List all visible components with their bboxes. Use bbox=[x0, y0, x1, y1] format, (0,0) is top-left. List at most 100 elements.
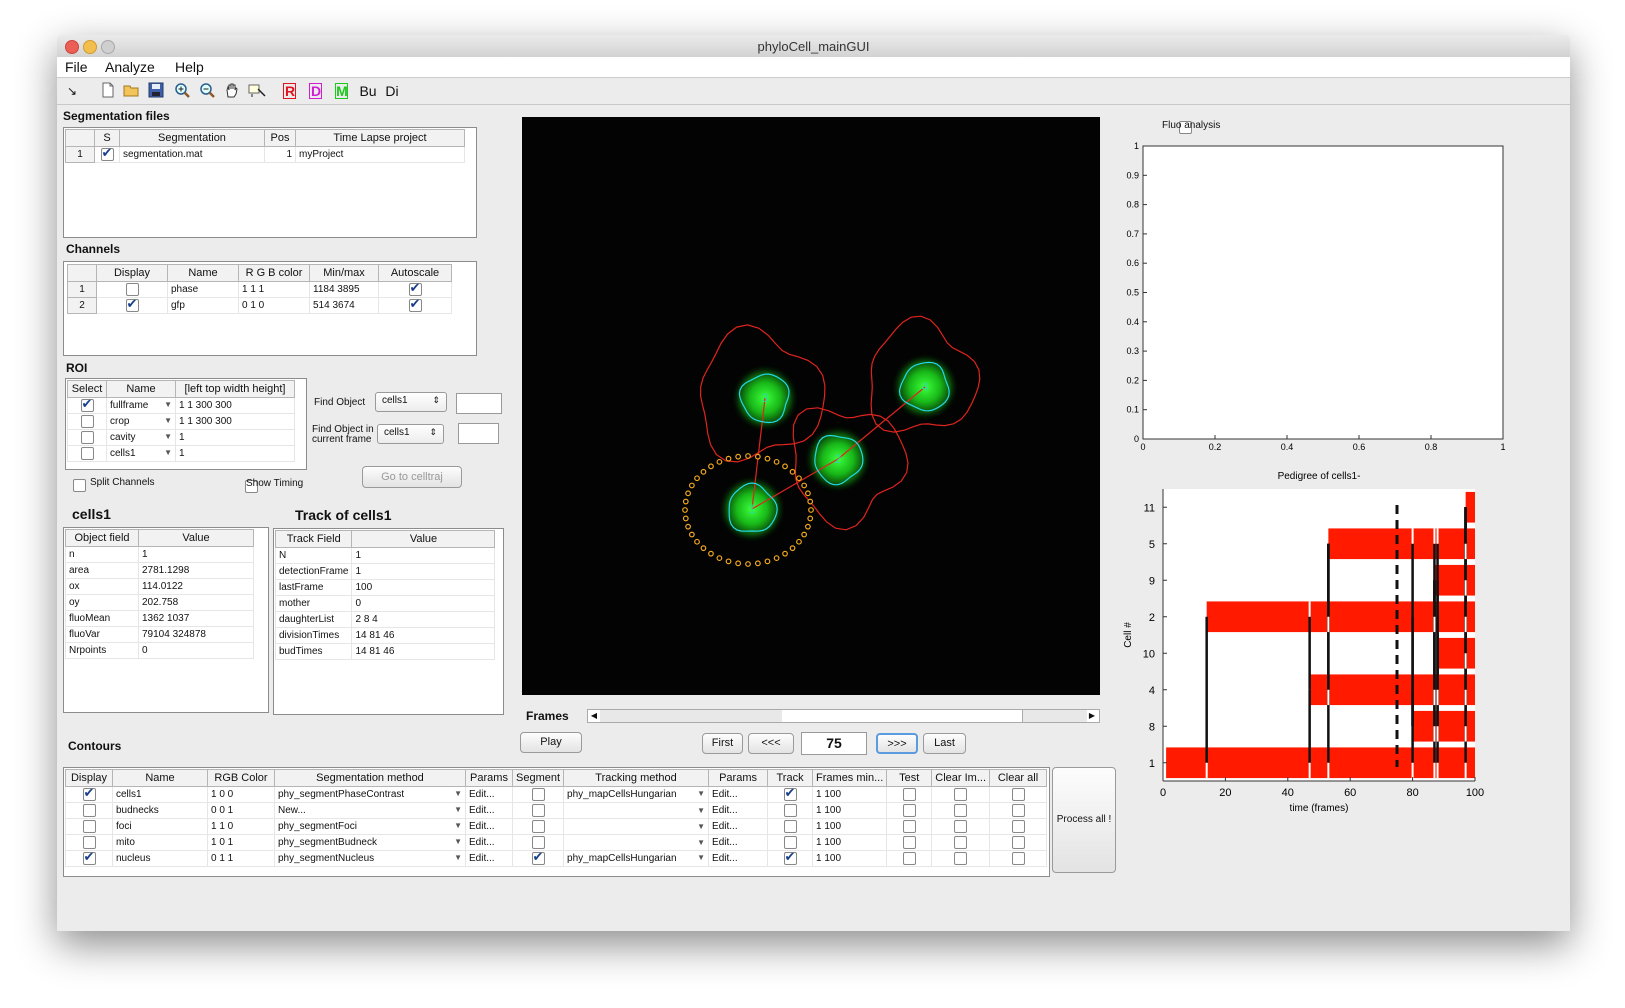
track-header-field[interactable]: Track Field bbox=[274, 530, 353, 548]
contours-header[interactable]: Test bbox=[886, 769, 933, 787]
selected-contour-point[interactable] bbox=[782, 550, 788, 557]
table-row[interactable]: crop ▼ 1 1 300 300 bbox=[67, 413, 295, 430]
track-checkbox[interactable] bbox=[783, 836, 797, 849]
roi-value-cell[interactable]: 1 bbox=[175, 445, 295, 462]
data-cursor-icon[interactable] bbox=[248, 82, 266, 100]
roi-header-value[interactable]: [left top width height] bbox=[175, 380, 295, 398]
segment-checkbox[interactable] bbox=[531, 836, 545, 849]
save-icon[interactable] bbox=[147, 82, 165, 100]
contours-header[interactable]: Segmentation method bbox=[274, 769, 466, 787]
tracking-params-cell[interactable]: Edit... bbox=[708, 818, 769, 835]
track-value-cell[interactable]: 100 bbox=[351, 579, 496, 596]
pos-cell[interactable]: 1 bbox=[264, 146, 296, 163]
segment-checkbox[interactable] bbox=[531, 852, 545, 865]
table-row[interactable]: fluoMean 1362 1037 bbox=[65, 610, 254, 627]
find-object-input[interactable] bbox=[456, 393, 502, 414]
tracking-method-dropdown[interactable]: ▼ bbox=[563, 802, 710, 819]
selected-contour-point[interactable] bbox=[773, 458, 780, 465]
roi-header-select[interactable]: Select bbox=[67, 380, 107, 398]
segment-checkbox[interactable] bbox=[531, 820, 545, 833]
selected-contour-point[interactable] bbox=[688, 531, 695, 538]
contour-rgb-cell[interactable]: 1 1 0 bbox=[207, 818, 275, 835]
contours-header[interactable]: Clear all bbox=[989, 769, 1047, 787]
slider-right-arrow-icon[interactable]: ▶ bbox=[1088, 711, 1096, 720]
track-checkbox[interactable] bbox=[783, 820, 797, 833]
division-tool-icon[interactable]: Di bbox=[385, 83, 399, 99]
table-row[interactable]: oy 202.758 bbox=[65, 594, 254, 611]
selected-contour-point[interactable] bbox=[725, 455, 732, 462]
go-to-celltraj-button[interactable]: Go to celltraj bbox=[362, 466, 462, 488]
selected-contour-point[interactable] bbox=[682, 515, 689, 522]
roi-select-checkbox[interactable] bbox=[80, 415, 94, 428]
clear-image-checkbox[interactable] bbox=[954, 852, 968, 865]
selected-contour-point[interactable] bbox=[807, 498, 814, 505]
selected-contour-point[interactable] bbox=[773, 555, 780, 562]
contour-rgb-cell[interactable]: 0 0 1 bbox=[207, 802, 275, 819]
clear-image-checkbox[interactable] bbox=[954, 836, 968, 849]
tracking-params-cell[interactable]: Edit... bbox=[708, 786, 769, 803]
close-window-button[interactable] bbox=[65, 40, 79, 54]
selected-contour-point[interactable] bbox=[796, 538, 802, 545]
seg-header-pos[interactable]: Pos bbox=[264, 129, 296, 147]
selected-contour-point[interactable] bbox=[700, 468, 707, 475]
table-row[interactable]: area 2781.1298 bbox=[65, 562, 254, 579]
contour-name-cell[interactable]: budnecks bbox=[112, 802, 208, 819]
roi-name-dropdown[interactable]: fullframe ▼ bbox=[106, 397, 176, 414]
show-timing-checkbox[interactable] bbox=[245, 480, 259, 494]
roi-value-cell[interactable]: 1 1 300 300 bbox=[175, 413, 295, 430]
roi-name-dropdown[interactable]: crop ▼ bbox=[106, 413, 176, 430]
selected-contour-point[interactable] bbox=[708, 550, 714, 557]
slider-thumb[interactable] bbox=[782, 710, 1022, 722]
segmentation-method-dropdown[interactable]: New... ▼ bbox=[274, 802, 466, 819]
channel-autoscale-checkbox[interactable] bbox=[408, 283, 422, 296]
contour-display-checkbox[interactable] bbox=[82, 852, 96, 865]
clear-all-checkbox[interactable] bbox=[1011, 788, 1025, 801]
channel-rgb-cell[interactable]: 1 1 1 bbox=[238, 281, 310, 298]
channel-autoscale-checkbox[interactable] bbox=[408, 299, 422, 312]
segmentation-method-dropdown[interactable]: phy_segmentFoci ▼ bbox=[274, 818, 466, 835]
ch-header-display[interactable]: Display bbox=[96, 264, 168, 282]
selected-contour-point[interactable] bbox=[716, 555, 723, 562]
channel-minmax-cell[interactable]: 514 3674 bbox=[309, 297, 379, 314]
object-value-cell[interactable]: 1 bbox=[138, 546, 254, 563]
contours-header[interactable]: Display bbox=[65, 769, 113, 787]
clear-image-checkbox[interactable] bbox=[954, 820, 968, 833]
object-value-cell[interactable]: 0 bbox=[138, 642, 254, 659]
object-value-cell[interactable]: 202.758 bbox=[138, 594, 254, 611]
track-value-cell[interactable]: 0 bbox=[351, 595, 496, 612]
object-value-cell[interactable]: 2781.1298 bbox=[138, 562, 254, 579]
table-row[interactable]: foci 1 1 0 phy_segmentFoci ▼ Edit... ▼ Edit...… bbox=[65, 818, 1047, 835]
track-header-value[interactable]: Value bbox=[351, 530, 496, 548]
previous-frame-button[interactable]: <<< bbox=[748, 733, 794, 754]
pan-hand-icon[interactable] bbox=[223, 82, 241, 100]
channel-rgb-cell[interactable]: 0 1 0 bbox=[238, 297, 310, 314]
selected-contour-point[interactable] bbox=[688, 482, 695, 489]
find-object-frame-select[interactable]: cells1 ⇕ bbox=[377, 424, 444, 444]
contours-header[interactable]: Clear Im... bbox=[931, 769, 990, 787]
segment-checkbox[interactable] bbox=[531, 804, 545, 817]
table-row[interactable]: cells1 ▼ 1 bbox=[67, 445, 295, 462]
contours-header[interactable]: Track bbox=[767, 769, 814, 787]
clear-all-checkbox[interactable] bbox=[1011, 820, 1025, 833]
table-row[interactable]: 1 segmentation.mat 1 myProject bbox=[65, 146, 465, 163]
segmentation-params-cell[interactable]: Edit... bbox=[465, 850, 513, 867]
divide-tool-icon[interactable]: D bbox=[309, 83, 322, 99]
contour-display-checkbox[interactable] bbox=[82, 788, 96, 801]
table-row[interactable]: Nrpoints 0 bbox=[65, 642, 254, 659]
selected-contour-point[interactable] bbox=[764, 558, 771, 565]
selected-contour-point[interactable] bbox=[805, 490, 811, 497]
process-all-button[interactable]: Process all ! bbox=[1052, 767, 1116, 873]
roi-select-checkbox[interactable] bbox=[80, 431, 94, 444]
tracking-method-dropdown[interactable]: phy_mapCellsHungarian ▼ bbox=[563, 786, 710, 803]
table-row[interactable]: fluoVar 79104 324878 bbox=[65, 626, 254, 643]
table-row[interactable]: ox 114.0122 bbox=[65, 578, 254, 595]
test-checkbox[interactable] bbox=[902, 836, 916, 849]
zoom-in-icon[interactable] bbox=[173, 82, 191, 100]
contours-header[interactable]: RGB Color bbox=[207, 769, 275, 787]
image-view[interactable]: 1 2 3 4 bbox=[522, 117, 1100, 695]
clear-image-checkbox[interactable] bbox=[954, 804, 968, 817]
selected-contour-point[interactable] bbox=[682, 498, 689, 505]
table-row[interactable]: mito 1 0 1 phy_segmentBudneck ▼ Edit... ▼ Edit… bbox=[65, 834, 1047, 851]
contour-name-cell[interactable]: cells1 bbox=[112, 786, 208, 803]
